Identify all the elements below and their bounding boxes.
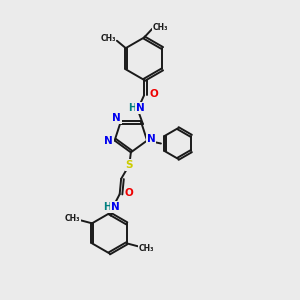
Text: S: S [126, 160, 133, 170]
Text: N: N [147, 134, 156, 144]
Text: N: N [111, 202, 120, 212]
Text: CH₃: CH₃ [100, 34, 116, 43]
Text: CH₃: CH₃ [139, 244, 154, 253]
Text: N: N [112, 113, 121, 123]
Text: CH₃: CH₃ [153, 23, 168, 32]
Text: N: N [104, 136, 113, 146]
Text: O: O [125, 188, 134, 198]
Text: O: O [149, 89, 158, 99]
Text: H: H [103, 202, 111, 212]
Text: CH₃: CH₃ [65, 214, 80, 223]
Text: H: H [128, 103, 136, 113]
Text: N: N [136, 103, 145, 113]
